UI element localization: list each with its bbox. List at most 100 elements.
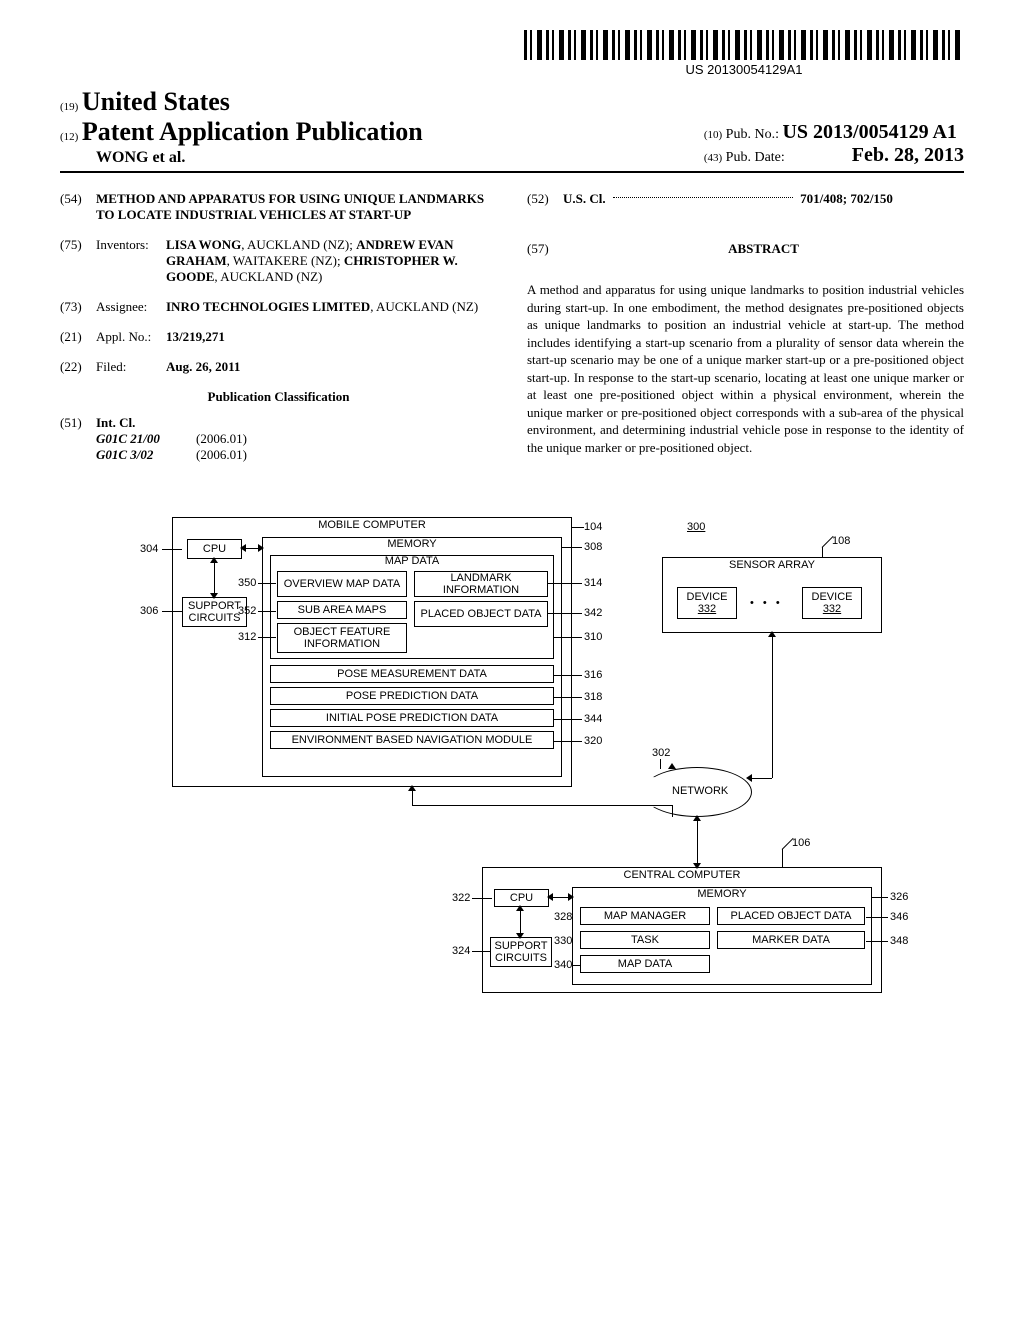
filed-code: (22) (60, 359, 96, 375)
map-manager-box: MAP MANAGER (580, 907, 710, 925)
ref-302: 302 (652, 747, 670, 759)
pub-type: Patent Application Publication (82, 117, 423, 146)
ref-108: 108 (832, 535, 850, 547)
ref-330: 330 (554, 935, 572, 947)
object-feature-box: OBJECT FEATURE INFORMATION (277, 623, 407, 653)
pose-prediction-box: POSE PREDICTION DATA (270, 687, 554, 705)
us-cl-label: U.S. Cl. (563, 191, 606, 206)
ref-300: 300 (687, 521, 705, 533)
device-label-1: DEVICE (687, 591, 728, 603)
ref-322: 322 (452, 892, 470, 904)
appl-no: 13/219,271 (166, 329, 225, 344)
header: (19) United States (12) Patent Applicati… (60, 87, 964, 173)
assignee-code: (73) (60, 299, 96, 315)
device-box-1: DEVICE 332 (677, 587, 737, 619)
ref-352: 352 (238, 605, 256, 617)
ref-104: 104 (584, 521, 602, 533)
placed-object-data-box: PLACED OBJECT DATA (414, 601, 548, 627)
pub-type-code: (12) (60, 131, 78, 143)
task-box: TASK (580, 931, 710, 949)
device-box-2: DEVICE 332 (802, 587, 862, 619)
central-computer-title: CENTRAL COMPUTER (482, 867, 882, 883)
device-num-1: 332 (698, 603, 716, 615)
int-cl-code: (51) (60, 415, 96, 463)
barcode-region: US 20130054129A1 (60, 30, 964, 79)
overview-map-box: OVERVIEW MAP DATA (277, 571, 407, 597)
int-cl-label: Int. Cl. (96, 415, 135, 430)
abstract-heading: ABSTRACT (563, 241, 964, 257)
abstract-text: A method and apparatus for using unique … (527, 281, 964, 456)
filed-date: Aug. 26, 2011 (166, 359, 240, 374)
title-code: (54) (60, 191, 96, 223)
int-cl-1-ver: (2006.01) (196, 447, 247, 463)
ref-328: 328 (554, 911, 572, 923)
initial-pose-box: INITIAL POSE PREDICTION DATA (270, 709, 554, 727)
country: United States (82, 87, 230, 116)
inventors-label: Inventors: (96, 237, 166, 285)
central-support-box: SUPPORT CIRCUITS (490, 937, 552, 967)
central-map-data-box: MAP DATA (580, 955, 710, 973)
abstract-code: (57) (527, 241, 563, 267)
ref-314: 314 (584, 577, 602, 589)
device-ellipsis: • • • (750, 597, 783, 609)
us-cl-value: 701/408; 702/150 (800, 191, 893, 206)
ref-106: 106 (792, 837, 810, 849)
ref-318: 318 (584, 691, 602, 703)
landmark-info-box: LANDMARK INFORMATION (414, 571, 548, 597)
invention-title: METHOD AND APPARATUS FOR USING UNIQUE LA… (96, 191, 497, 223)
pub-date-label: Pub. Date: (726, 150, 785, 165)
assignee: INRO TECHNOLOGIES LIMITED, AUCKLAND (NZ) (166, 299, 497, 315)
marker-data-box: MARKER DATA (717, 931, 865, 949)
pub-no-label: Pub. No.: (726, 127, 779, 142)
ref-346: 346 (890, 911, 908, 923)
pose-measurement-box: POSE MEASUREMENT DATA (270, 665, 554, 683)
ref-310: 310 (584, 631, 602, 643)
sub-area-maps-box: SUB AREA MAPS (277, 601, 407, 619)
ref-306: 306 (140, 605, 158, 617)
assignee-label: Assignee: (96, 299, 166, 315)
central-memory-title: MEMORY (572, 887, 872, 901)
barcode-bars (524, 30, 964, 60)
ref-316: 316 (584, 669, 602, 681)
ref-324: 324 (452, 945, 470, 957)
ref-350: 350 (238, 577, 256, 589)
filed-label: Filed: (96, 359, 166, 375)
int-cl-1-code: G01C 3/02 (96, 447, 196, 463)
appl-code: (21) (60, 329, 96, 345)
int-cl-0-ver: (2006.01) (196, 431, 247, 447)
ref-312: 312 (238, 631, 256, 643)
pub-no-code: (10) (704, 129, 722, 141)
us-cl-code: (52) (527, 191, 563, 207)
ref-326: 326 (890, 891, 908, 903)
ref-344: 344 (584, 713, 602, 725)
ref-304: 304 (140, 543, 158, 555)
country-code: (19) (60, 101, 78, 113)
device-label-2: DEVICE (812, 591, 853, 603)
classification-heading: Publication Classification (60, 389, 497, 405)
ref-342: 342 (584, 607, 602, 619)
mobile-computer-title: MOBILE COMPUTER (172, 517, 572, 533)
inventors: LISA WONG, AUCKLAND (NZ); ANDREW EVAN GR… (166, 237, 497, 285)
block-diagram: MOBILE COMPUTER CPU SUPPORT CIRCUITS MEM… (132, 517, 892, 1037)
sensor-array-title: SENSOR ARRAY (662, 557, 882, 573)
appl-label: Appl. No.: (96, 329, 166, 345)
network-label: NETWORK (672, 785, 728, 797)
ref-320: 320 (584, 735, 602, 747)
barcode-text: US 20130054129A1 (524, 62, 964, 77)
env-nav-box: ENVIRONMENT BASED NAVIGATION MODULE (270, 731, 554, 749)
map-data-title: MAP DATA (270, 555, 554, 567)
central-placed-object-box: PLACED OBJECT DATA (717, 907, 865, 925)
bibliographic: (54) METHOD AND APPARATUS FOR USING UNIQ… (60, 191, 964, 477)
authors-short: WONG et al. (60, 149, 423, 167)
pub-date: Feb. 28, 2013 (852, 144, 964, 166)
device-num-2: 332 (823, 603, 841, 615)
ref-348: 348 (890, 935, 908, 947)
cpu-box: CPU (187, 539, 242, 559)
ref-340: 340 (554, 959, 572, 971)
ref-308: 308 (584, 541, 602, 553)
pub-date-code: (43) (704, 152, 722, 164)
pub-no: US 2013/0054129 A1 (782, 121, 956, 143)
inventors-code: (75) (60, 237, 96, 285)
int-cl-0-code: G01C 21/00 (96, 431, 196, 447)
memory-title: MEMORY (262, 537, 562, 551)
